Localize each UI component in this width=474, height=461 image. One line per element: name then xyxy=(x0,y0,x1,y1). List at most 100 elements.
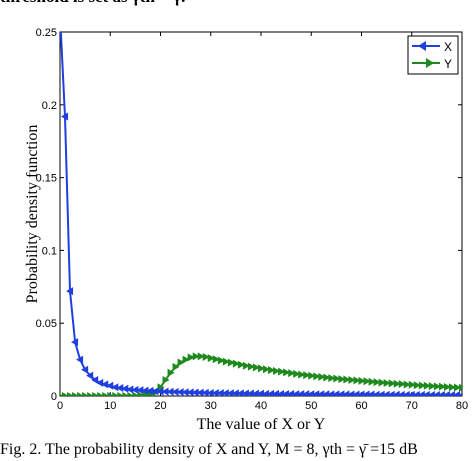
data-point-x xyxy=(81,365,89,374)
data-point-y xyxy=(162,375,170,384)
data-point-x xyxy=(447,390,455,396)
y-tick-label: 0.05 xyxy=(36,318,57,330)
data-point-x xyxy=(206,388,214,396)
data-point-y xyxy=(448,383,456,392)
data-point-x xyxy=(442,390,450,396)
x-tick-label: 70 xyxy=(406,400,418,412)
data-point-y xyxy=(408,380,416,389)
data-point-x xyxy=(166,387,174,396)
data-point-y xyxy=(273,366,281,375)
data-point-y xyxy=(418,381,426,390)
data-point-y xyxy=(258,364,265,373)
data-point-x xyxy=(116,383,124,392)
legend-box xyxy=(407,35,459,75)
data-point-x xyxy=(201,388,209,396)
data-point-x xyxy=(241,389,249,396)
data-point-y xyxy=(423,381,431,390)
data-point-y xyxy=(212,355,220,364)
y-tick-label: 0.15 xyxy=(36,173,57,185)
data-point-x xyxy=(236,389,244,396)
data-point-x xyxy=(61,112,69,121)
x-tick-label: 20 xyxy=(154,400,166,412)
data-point-x xyxy=(96,378,104,387)
data-point-y xyxy=(293,369,301,378)
data-point-y xyxy=(343,375,351,384)
data-point-y xyxy=(60,393,64,396)
x-tick-label: 50 xyxy=(305,400,317,412)
data-point-x xyxy=(101,380,109,389)
data-point-x xyxy=(76,355,84,364)
data-point-y xyxy=(157,383,165,392)
data-point-y xyxy=(333,374,341,383)
legend-marker-x xyxy=(418,41,426,51)
data-point-x xyxy=(141,386,149,395)
data-point-y xyxy=(237,360,245,369)
legend-marker-y xyxy=(426,58,434,68)
data-point-y xyxy=(283,368,291,377)
data-point-x xyxy=(186,388,194,396)
data-point-y xyxy=(222,357,230,366)
data-point-x xyxy=(156,387,164,396)
data-point-x xyxy=(251,389,259,396)
data-point-x xyxy=(131,385,139,394)
data-point-y xyxy=(358,376,366,385)
data-point-x xyxy=(287,389,295,396)
x-tick-label: 30 xyxy=(205,400,217,412)
data-point-x xyxy=(111,383,119,392)
x-tick-label: 10 xyxy=(104,400,116,412)
x-axis-label: The value of X or Y xyxy=(197,416,326,433)
data-point-x xyxy=(121,384,129,393)
legend-label-y: Y xyxy=(444,57,452,71)
data-point-y xyxy=(433,382,441,391)
x-tick-label: 40 xyxy=(255,400,267,412)
data-point-x xyxy=(176,388,184,396)
x-tick-label: 0 xyxy=(57,400,63,412)
data-point-y xyxy=(268,366,276,375)
data-point-y xyxy=(232,359,240,368)
data-point-y xyxy=(313,372,321,381)
data-point-y xyxy=(338,375,346,384)
data-point-y xyxy=(182,355,190,364)
data-point-x xyxy=(257,389,264,396)
data-point-x xyxy=(221,389,229,396)
x-tick-label: 80 xyxy=(456,400,468,412)
data-point-x xyxy=(171,387,179,396)
x-tick-label: 60 xyxy=(355,400,367,412)
data-point-y xyxy=(242,361,250,370)
data-point-x xyxy=(151,387,159,396)
data-point-y xyxy=(403,380,411,389)
data-point-y xyxy=(348,375,356,384)
data-point-y xyxy=(247,362,255,371)
figure-caption: Fig. 2. The probability density of X and… xyxy=(0,441,418,458)
legend: X Y xyxy=(407,35,459,75)
data-point-x xyxy=(392,390,400,396)
data-point-x xyxy=(432,390,440,396)
data-point-x xyxy=(126,385,134,394)
data-point-y xyxy=(217,356,225,365)
data-point-y xyxy=(227,358,235,367)
y-tick-label: 0.1 xyxy=(42,245,57,257)
data-point-x xyxy=(181,388,189,396)
data-point-y xyxy=(393,379,401,388)
data-point-x xyxy=(427,390,435,396)
data-point-x xyxy=(86,371,94,380)
data-point-x xyxy=(66,287,74,296)
data-point-x xyxy=(422,390,430,396)
data-point-y xyxy=(192,352,200,361)
data-point-x xyxy=(322,390,330,396)
data-point-y xyxy=(172,362,180,371)
data-point-x xyxy=(106,381,114,390)
data-point-x xyxy=(196,388,204,396)
data-point-x xyxy=(312,390,320,396)
series-group xyxy=(60,32,462,396)
header-caption: threshold is set as γth = γ. xyxy=(0,0,474,11)
data-point-y xyxy=(378,378,386,387)
data-point-x xyxy=(136,386,144,395)
data-point-x xyxy=(262,389,270,396)
data-point-y xyxy=(252,363,260,372)
data-point-y xyxy=(328,374,336,383)
data-point-y xyxy=(363,377,371,386)
data-point-x xyxy=(297,390,305,396)
plot-area xyxy=(59,31,463,397)
data-point-x xyxy=(211,389,219,396)
